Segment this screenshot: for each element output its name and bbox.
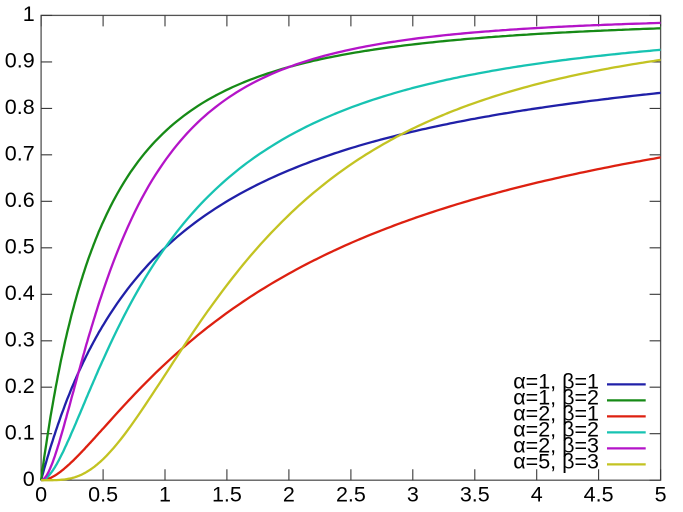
svg-text:α=2, β=3: α=2, β=3 — [513, 433, 599, 457]
svg-text:0.7: 0.7 — [5, 142, 35, 166]
svg-text:0.3: 0.3 — [5, 328, 35, 352]
svg-text:α=2, β=1: α=2, β=1 — [513, 401, 599, 425]
svg-text:α=1, β=2: α=1, β=2 — [513, 385, 599, 409]
svg-text:0.9: 0.9 — [5, 49, 35, 73]
svg-text:5: 5 — [655, 482, 667, 506]
svg-text:0.1: 0.1 — [5, 421, 35, 445]
svg-text:4: 4 — [531, 482, 543, 506]
svg-text:0.8: 0.8 — [5, 95, 35, 119]
svg-text:α=2, β=2: α=2, β=2 — [513, 417, 599, 441]
svg-text:1.5: 1.5 — [212, 482, 242, 506]
svg-text:0: 0 — [35, 482, 47, 506]
svg-text:1: 1 — [159, 482, 171, 506]
svg-text:3: 3 — [407, 482, 419, 506]
svg-text:0.5: 0.5 — [88, 482, 118, 506]
svg-text:0.5: 0.5 — [5, 235, 35, 259]
svg-text:0: 0 — [23, 467, 35, 491]
svg-text:2.5: 2.5 — [336, 482, 366, 506]
svg-text:α=1, β=1: α=1, β=1 — [513, 369, 599, 393]
svg-text:0.2: 0.2 — [5, 374, 35, 398]
svg-text:1: 1 — [23, 2, 35, 26]
svg-text:0.6: 0.6 — [5, 188, 35, 212]
svg-text:4.5: 4.5 — [584, 482, 614, 506]
svg-text:0.4: 0.4 — [5, 281, 35, 305]
svg-text:α=5, β=3: α=5, β=3 — [513, 449, 599, 473]
svg-text:2: 2 — [283, 482, 295, 506]
svg-text:3.5: 3.5 — [460, 482, 490, 506]
